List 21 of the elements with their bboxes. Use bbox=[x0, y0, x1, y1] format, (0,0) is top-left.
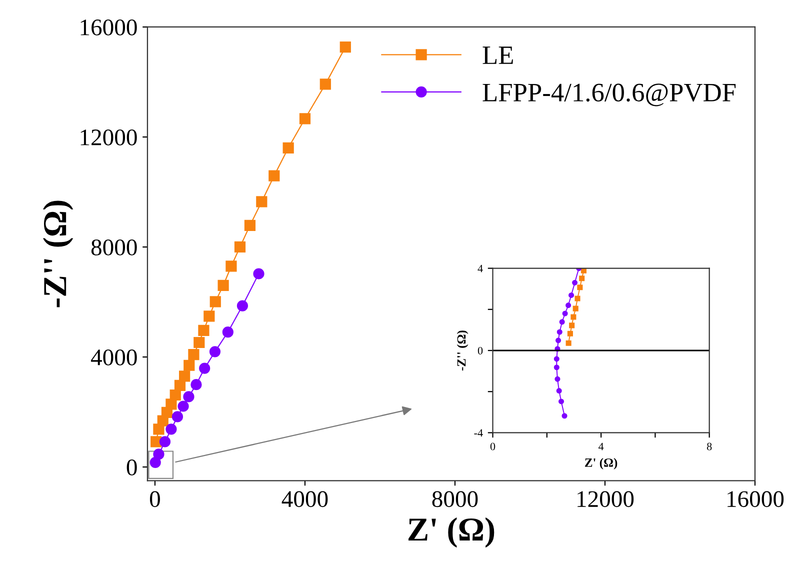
y-axis-title: -Z'' (Ω) bbox=[42, 200, 74, 308]
legend-label: LFPP-4/1.6/0.6@PVDF bbox=[482, 84, 736, 106]
y-axis-title: -Z'' (Ω) bbox=[456, 330, 468, 370]
x-tick-label: 0 bbox=[150, 491, 160, 508]
x-axis-title: Z' (Ω) bbox=[585, 458, 618, 470]
y-tick-label: 0 bbox=[126, 459, 137, 476]
y-tick-label: -4 bbox=[474, 429, 483, 437]
x-axis-title: Z' (Ω) bbox=[408, 517, 494, 548]
x-tick-label: 8 bbox=[706, 442, 712, 450]
x-tick-label: 16000 bbox=[728, 491, 784, 508]
y-tick-label: 16000 bbox=[80, 19, 137, 36]
legend-label: LE bbox=[482, 46, 513, 64]
y-tick-label: 4000 bbox=[90, 349, 137, 366]
y-tick-label: 0 bbox=[478, 346, 483, 354]
x-tick-label: 4 bbox=[598, 442, 604, 450]
y-tick-label: 8000 bbox=[91, 239, 137, 256]
x-tick-label: 12000 bbox=[578, 491, 634, 508]
x-tick-label: 4000 bbox=[282, 491, 328, 508]
y-tick-label: 4 bbox=[478, 264, 483, 272]
y-tick-label: 12000 bbox=[80, 129, 137, 146]
x-tick-label: 0 bbox=[490, 442, 496, 450]
